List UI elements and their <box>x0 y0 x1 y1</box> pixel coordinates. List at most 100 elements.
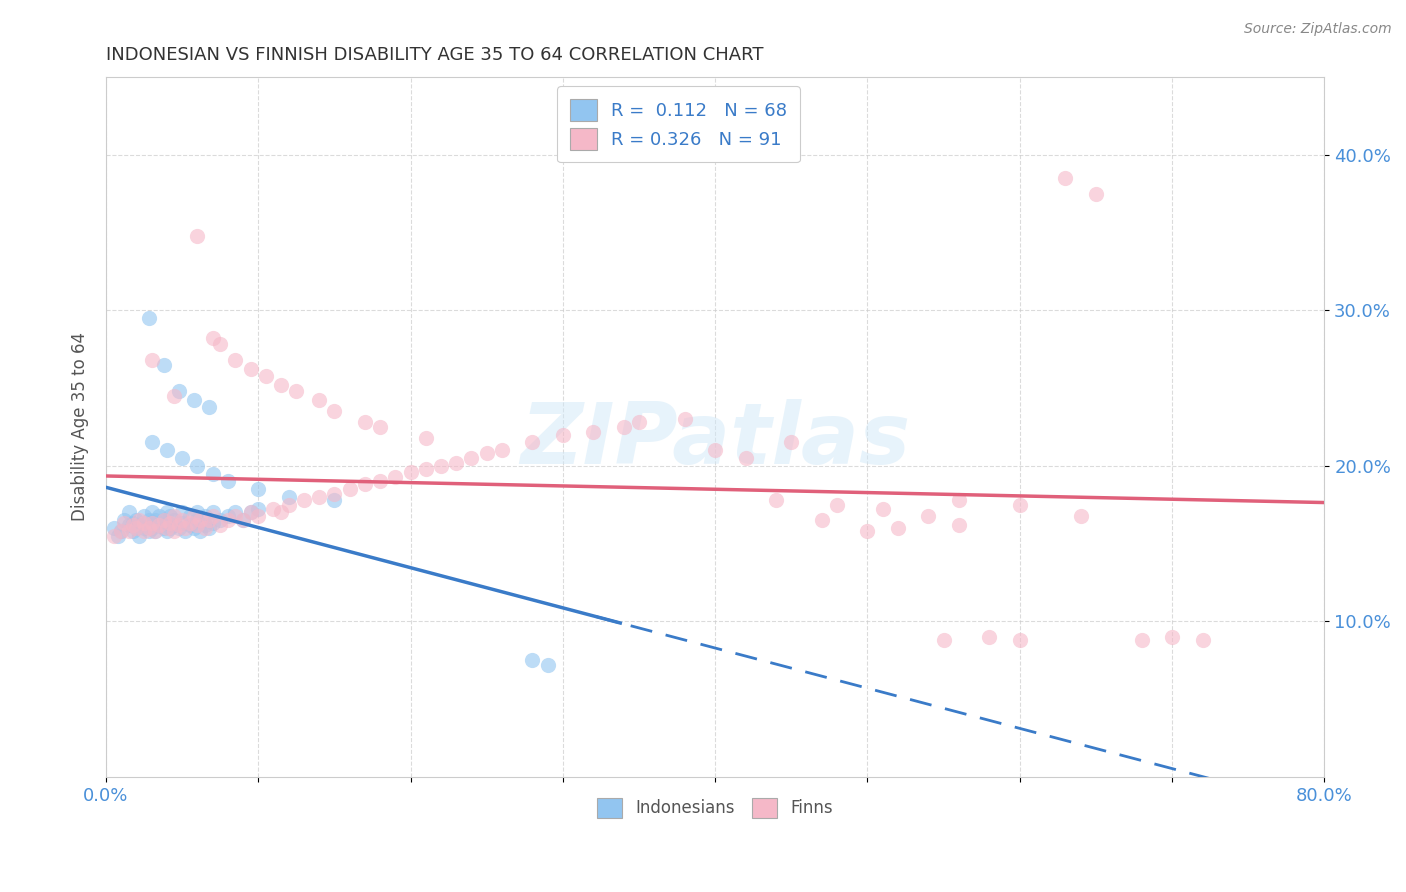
Point <box>353 415 375 429</box>
Point <box>138 310 160 325</box>
Point <box>125 521 148 535</box>
Point <box>323 487 346 501</box>
Point <box>163 508 186 523</box>
Point <box>217 508 239 523</box>
Point <box>536 657 558 672</box>
Point <box>1191 632 1213 647</box>
Point <box>143 524 166 538</box>
Text: ZIPatlas: ZIPatlas <box>520 400 910 483</box>
Point <box>152 521 174 535</box>
Point <box>201 516 224 531</box>
Point <box>167 521 190 535</box>
Point <box>128 517 150 532</box>
Point <box>224 353 246 368</box>
Point <box>156 516 179 531</box>
Text: Source: ZipAtlas.com: Source: ZipAtlas.com <box>1244 22 1392 37</box>
Point <box>132 516 155 531</box>
Point <box>156 443 179 458</box>
Point <box>491 443 513 458</box>
Point <box>825 498 848 512</box>
Point <box>156 521 179 535</box>
Point <box>239 505 262 519</box>
Point <box>217 513 239 527</box>
Point <box>122 517 145 532</box>
Point <box>183 508 205 523</box>
Point <box>353 477 375 491</box>
Point <box>522 653 544 667</box>
Point <box>201 467 224 481</box>
Point <box>159 521 181 535</box>
Point <box>582 425 605 439</box>
Point <box>188 513 211 527</box>
Point <box>1008 632 1031 647</box>
Point <box>444 456 467 470</box>
Point <box>152 513 174 527</box>
Point <box>308 490 330 504</box>
Point <box>887 521 910 535</box>
Point <box>277 490 299 504</box>
Point <box>148 517 170 532</box>
Point <box>194 517 217 532</box>
Point <box>186 517 208 532</box>
Point <box>948 493 970 508</box>
Point <box>103 521 125 535</box>
Point <box>159 516 181 531</box>
Point <box>186 228 208 243</box>
Point <box>186 513 208 527</box>
Point <box>167 517 190 532</box>
Point <box>209 513 232 527</box>
Point <box>201 505 224 519</box>
Point <box>112 513 135 527</box>
Text: INDONESIAN VS FINNISH DISABILITY AGE 35 TO 64 CORRELATION CHART: INDONESIAN VS FINNISH DISABILITY AGE 35 … <box>105 46 763 64</box>
Point <box>183 393 205 408</box>
Point <box>209 337 232 351</box>
Point <box>1130 632 1153 647</box>
Point <box>170 505 193 519</box>
Point <box>188 524 211 538</box>
Point <box>122 516 145 531</box>
Point <box>198 400 221 414</box>
Point <box>270 505 292 519</box>
Point <box>673 412 696 426</box>
Point <box>118 505 141 519</box>
Point <box>141 435 163 450</box>
Point <box>323 493 346 508</box>
Point <box>224 508 246 523</box>
Point <box>239 362 262 376</box>
Point <box>856 524 879 538</box>
Point <box>179 517 201 532</box>
Point <box>152 513 174 527</box>
Point <box>159 508 181 523</box>
Point <box>232 513 254 527</box>
Point <box>308 393 330 408</box>
Point <box>292 493 315 508</box>
Point <box>1070 508 1092 523</box>
Point <box>110 524 132 538</box>
Point <box>1161 630 1184 644</box>
Point <box>239 505 262 519</box>
Point <box>254 368 277 383</box>
Point <box>201 331 224 345</box>
Point <box>194 521 217 535</box>
Point <box>179 516 201 531</box>
Point <box>475 446 498 460</box>
Point <box>138 524 160 538</box>
Point <box>167 384 190 398</box>
Point <box>704 443 727 458</box>
Point <box>384 469 406 483</box>
Point <box>198 513 221 527</box>
Point <box>247 482 270 496</box>
Point <box>118 517 141 532</box>
Point <box>141 516 163 531</box>
Point <box>198 521 221 535</box>
Point <box>780 435 803 450</box>
Point <box>232 513 254 527</box>
Point <box>148 517 170 532</box>
Point <box>1008 498 1031 512</box>
Point <box>174 524 197 538</box>
Point <box>186 505 208 519</box>
Point <box>163 389 186 403</box>
Point <box>141 353 163 368</box>
Point <box>1054 171 1077 186</box>
Point <box>194 508 217 523</box>
